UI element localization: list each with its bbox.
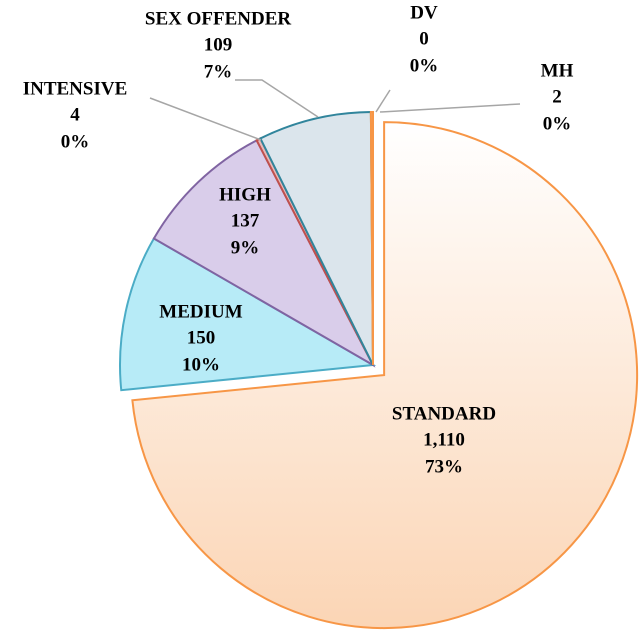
slice-label: INTENSIVE: [23, 78, 128, 99]
pie-slice: [369, 110, 374, 366]
slice-label: HIGH: [219, 184, 271, 205]
slice-percent: 0%: [61, 131, 90, 152]
slice-label: DV: [410, 2, 438, 23]
slice-label: MEDIUM: [159, 301, 242, 322]
leader-line: [235, 79, 319, 118]
leader-line: [149, 97, 262, 141]
slice-label: STANDARD: [392, 403, 496, 424]
pie-slice: [119, 237, 377, 392]
slice-value: 0: [419, 28, 429, 49]
slice-label: SEX OFFENDER: [145, 8, 291, 29]
leader-line: [375, 89, 391, 113]
leader-line: [379, 103, 521, 113]
slice-percent: 0%: [410, 55, 439, 76]
slice-percent: 73%: [425, 456, 463, 477]
pie-slice: [152, 138, 376, 368]
slice-value: 150: [187, 327, 216, 348]
pie-slice: [131, 121, 639, 630]
slice-percent: 7%: [204, 61, 233, 82]
slice-value: 109: [204, 34, 233, 55]
pie-slice: [259, 111, 374, 366]
slice-percent: 9%: [231, 237, 260, 258]
slice-value: 4: [70, 104, 80, 125]
slice-percent: 0%: [543, 113, 572, 134]
slice-value: 137: [231, 210, 260, 231]
slice-value: 1,110: [423, 429, 465, 450]
slice-label: MH: [541, 60, 574, 81]
slice-percent: 10%: [182, 354, 220, 375]
slice-value: 2: [552, 86, 562, 107]
